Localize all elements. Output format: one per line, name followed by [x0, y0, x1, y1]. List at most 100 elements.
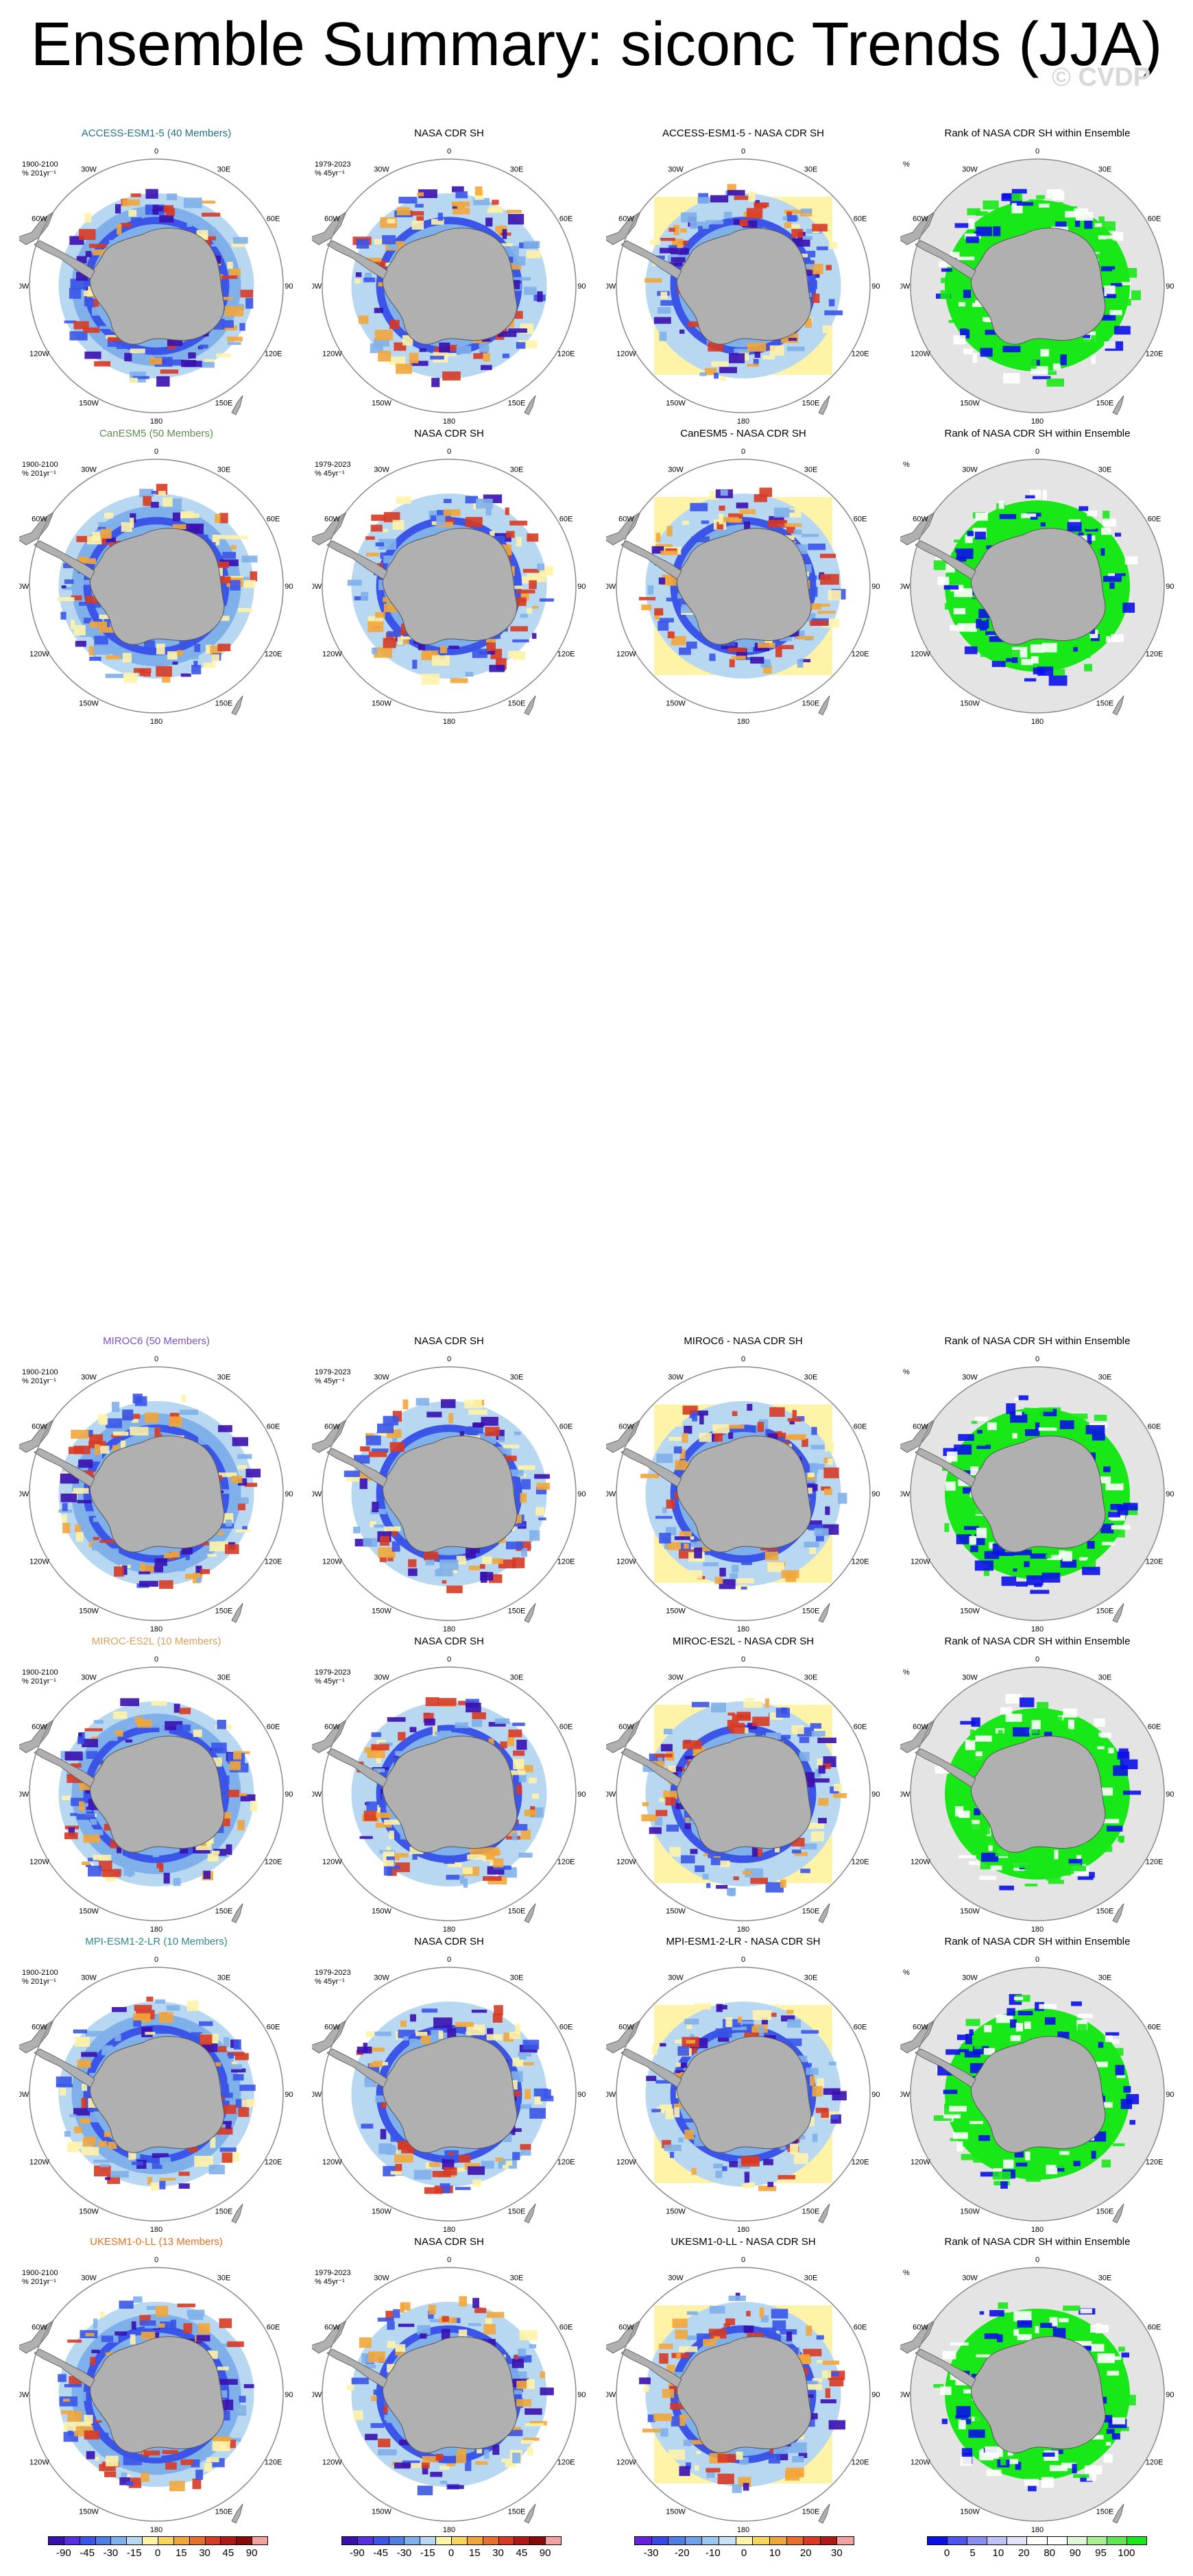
longitude-label: 120E [1146, 350, 1164, 359]
longitude-label: 60W [324, 1723, 340, 1731]
longitude-label: 30E [510, 465, 524, 474]
colorbar-tick-label: -30 [643, 2547, 659, 2559]
panel-units: 1900-2100% 201yr⁻¹ [22, 1368, 58, 1386]
panel-units: % [903, 1668, 910, 1677]
panel-units: % [903, 2269, 910, 2278]
longitude-label: 120E [852, 2159, 869, 2167]
longitude-label: 60E [267, 215, 280, 223]
longitude-label: 120E [852, 1558, 869, 1566]
colorbar-swatch [110, 2536, 128, 2545]
south-america-tip [606, 511, 641, 546]
longitude-label: 180 [737, 1925, 749, 1934]
longitude-label: 150E [802, 400, 820, 408]
longitude-label: 120W [616, 350, 636, 359]
longitude-label: 120W [322, 2159, 342, 2167]
longitude-label: 0 [741, 1355, 745, 1363]
longitude-label: 30W [81, 1973, 97, 1982]
antarctic-peninsula [620, 1748, 682, 1788]
longitude-label: 0 [154, 147, 158, 156]
longitude-label: 30E [217, 1373, 231, 1381]
longitude-label: 30E [510, 165, 524, 173]
longitude-label: 120E [265, 651, 282, 659]
map-boundary [29, 1366, 284, 1621]
longitude-label: 30W [962, 1973, 978, 1982]
colorbar-swatch [79, 2536, 96, 2545]
longitude-label: 60W [324, 1423, 340, 1431]
longitude-label: 120W [911, 2459, 930, 2467]
diff-map-panel: MPI-ESM1-2-LR - NASA CDR SH 0 30E 60E 90E 120… [606, 1936, 880, 2237]
longitude-label: 90E [577, 1490, 586, 1498]
antarctic-peninsula [620, 2048, 682, 2088]
units-line: % [903, 461, 910, 469]
longitude-label: 90E [285, 1490, 293, 1498]
south-america-tip [312, 2019, 347, 2054]
units-line: % 45yr⁻¹ [315, 1677, 345, 1686]
longitude-label: 150W [960, 700, 980, 708]
longitude-label: 60W [618, 515, 634, 524]
colorbar-tick-label: 90 [1069, 2547, 1081, 2559]
longitude-label: 120W [616, 2459, 636, 2467]
longitude-label: 180 [443, 718, 455, 726]
south-america-tip [606, 210, 641, 245]
antarctica-land [382, 528, 518, 645]
longitude-label: 30E [217, 465, 231, 474]
longitude-label: 30E [804, 2274, 818, 2282]
colorbar-swatch [1066, 2536, 1087, 2545]
colorbar-swatch [48, 2536, 64, 2545]
longitude-label: 60E [1148, 515, 1161, 524]
units-line: 1900-2100 [22, 2269, 58, 2277]
longitude-label: 0 [447, 1956, 451, 1964]
colorbar-tick-label: -90 [56, 2547, 71, 2559]
panel-units: 1900-2100% 201yr⁻¹ [22, 160, 58, 178]
longitude-label: 60E [1148, 215, 1161, 223]
longitude-label: 150E [215, 700, 233, 708]
longitude-label: 150E [1096, 1607, 1114, 1616]
polar-stereographic-map: 0 30E 60E 90E 120E 150E 180 150W 120W 90W 60W 30W [19, 2256, 293, 2534]
longitude-label: 90W [312, 282, 322, 291]
map-boundary [322, 1366, 577, 1621]
polar-stereographic-map: 0 30E 60E 90E 120E 150E 180 150W 120W 90W 60W 30W [312, 1655, 586, 1934]
longitude-label: 120W [29, 2459, 49, 2467]
longitude-label: 60E [1148, 2324, 1161, 2332]
map-boundary [910, 1366, 1165, 1621]
new-zealand [1112, 695, 1124, 716]
antarctic-peninsula [620, 540, 682, 580]
longitude-label: 150E [1096, 2508, 1114, 2516]
longitude-label: 60W [618, 1423, 634, 1431]
longitude-label: 0 [447, 2256, 451, 2264]
colorbar-tick-label: -10 [706, 2547, 721, 2559]
longitude-label: 90E [1166, 1490, 1174, 1498]
longitude-label: 30E [1098, 465, 1112, 474]
longitude-label: 60E [1148, 1423, 1161, 1431]
longitude-label: 120W [29, 350, 49, 359]
diff-map-panel: UKESM1-0-LL - NASA CDR SH 0 30E 60E 90E 120E 1… [606, 2236, 880, 2538]
colorbar-swatch [1106, 2536, 1127, 2545]
longitude-label: 60W [618, 1723, 634, 1731]
model-map-panel: ACCESS-ESM1-5 (40 Members) 1900-2100% 201… [19, 127, 293, 429]
colorbar-tick-label: 30 [831, 2547, 843, 2559]
panel-title: MIROC-ES2L (10 Members) [91, 1636, 221, 1647]
panel-title: NASA CDR SH [414, 1636, 484, 1647]
colorbar-tick-label: 20 [799, 2547, 812, 2559]
colorbar-tick-label: 30 [492, 2547, 504, 2559]
colorbar-swatch [142, 2536, 158, 2545]
rank-map-panel: Rank of NASA CDR SH within Ensemble% 0 30E… [900, 2236, 1174, 2538]
panel-title: Rank of NASA CDR SH within Ensemble [944, 127, 1131, 139]
longitude-label: 180 [150, 417, 162, 426]
longitude-label: 30E [1098, 2274, 1112, 2282]
south-america-tip [900, 511, 935, 546]
antarctic-peninsula [915, 2048, 976, 2088]
longitude-label: 180 [443, 1925, 455, 1934]
south-america-tip [606, 2019, 641, 2054]
units-line: % 45yr⁻¹ [315, 470, 345, 478]
map-boundary [322, 158, 577, 413]
longitude-label: 150W [79, 1908, 99, 1916]
polar-stereographic-map: 0 30E 60E 90E 120E 150E 180 150W 120W 90W 60W 30W [606, 448, 880, 726]
longitude-label: 150W [666, 2508, 686, 2516]
longitude-label: 120W [322, 350, 342, 359]
longitude-label: 60W [618, 2324, 634, 2332]
longitude-label: 30W [374, 465, 389, 474]
colorbar-swatch [701, 2536, 720, 2545]
polar-stereographic-map: 0 30E 60E 90E 120E 150E 180 150W 120W 90W 60W 30W [606, 147, 880, 426]
longitude-label: 30W [81, 1673, 97, 1681]
